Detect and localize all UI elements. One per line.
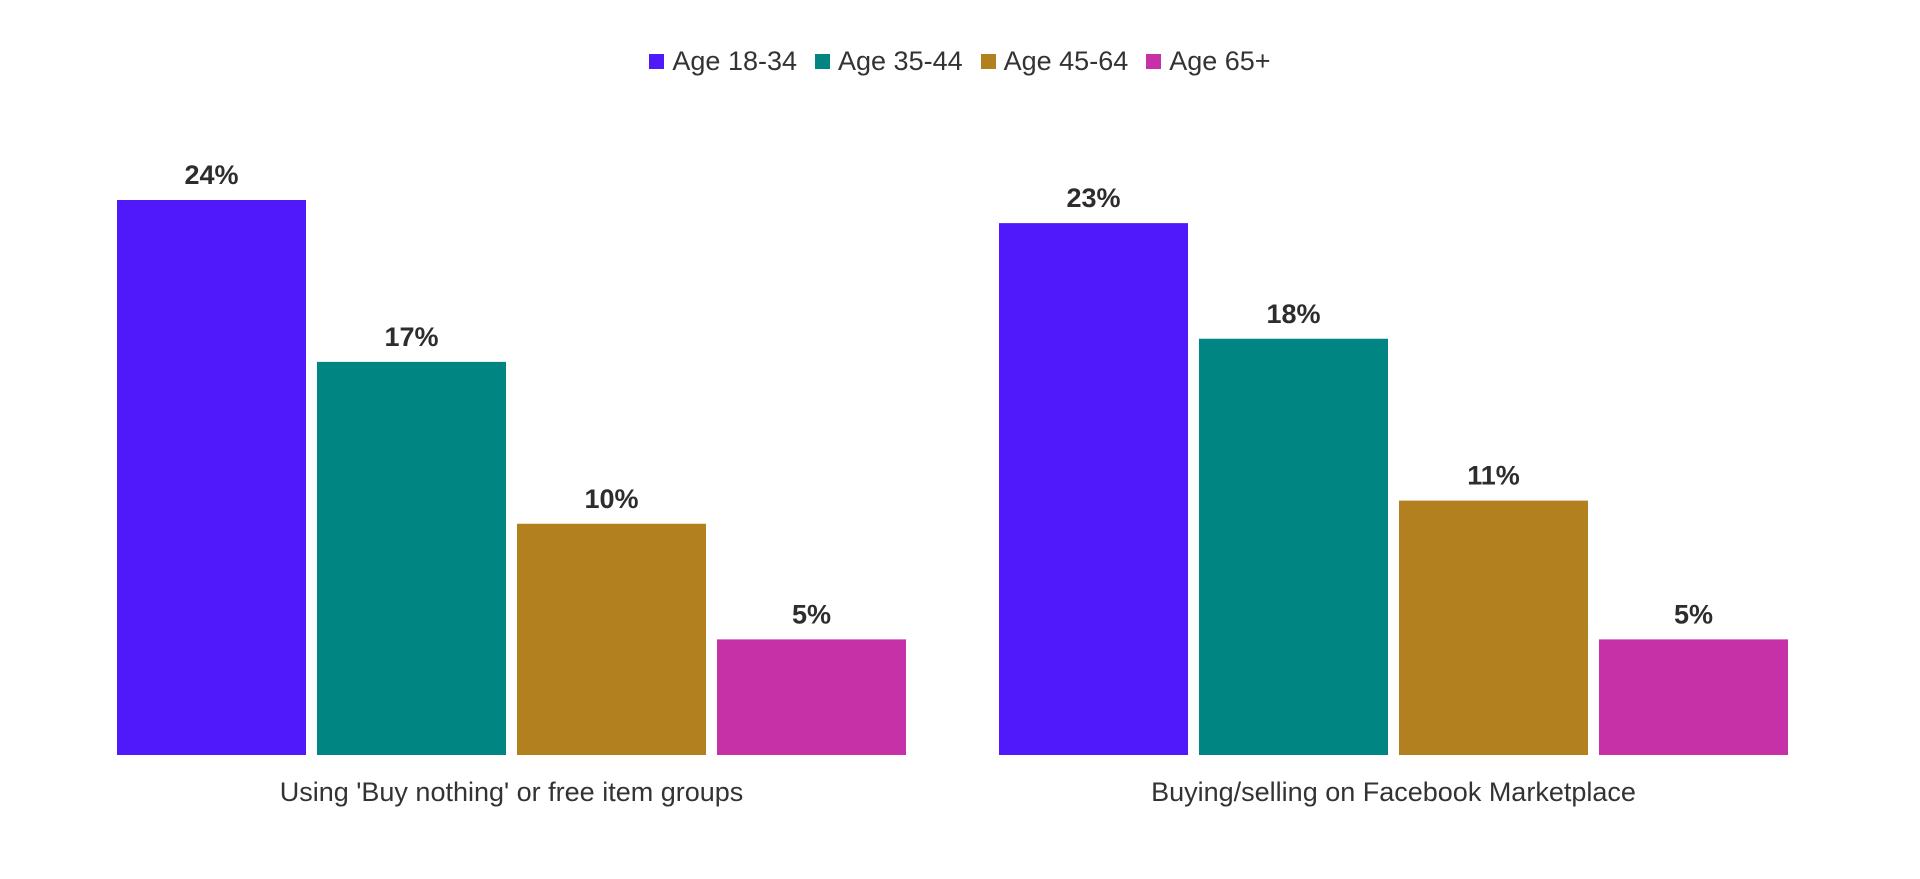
- bar-value-label: 24%: [184, 160, 238, 190]
- legend-item: Age 18-34: [649, 46, 797, 77]
- bar-value-label: 17%: [384, 322, 438, 352]
- legend-item: Age 35-44: [815, 46, 963, 77]
- legend-swatch: [649, 54, 665, 69]
- legend-label: Age 65+: [1169, 46, 1271, 76]
- bar-value-label: 5%: [792, 599, 831, 629]
- bar: [317, 361, 506, 755]
- legend-swatch: [815, 54, 831, 69]
- legend-item: Age 65+: [1146, 46, 1271, 77]
- category-label: Using 'Buy nothing' or free item groups: [280, 777, 744, 807]
- bar: [999, 223, 1188, 755]
- bar-value-label: 23%: [1066, 183, 1120, 213]
- bar-value-label: 11%: [1467, 461, 1520, 491]
- bar-value-label: 10%: [584, 484, 638, 514]
- legend-swatch: [1146, 54, 1162, 69]
- chart-legend: Age 18-34 Age 35-44 Age 45-64 Age 65+: [0, 46, 1920, 77]
- bar: [717, 639, 906, 755]
- bar: [1199, 338, 1388, 755]
- legend-label: Age 18-34: [672, 46, 798, 76]
- bar: [1399, 500, 1588, 755]
- bar-value-label: 5%: [1674, 599, 1713, 629]
- legend-item: Age 45-64: [980, 46, 1129, 77]
- category-label: Buying/selling on Facebook Marketplace: [1151, 777, 1636, 807]
- legend-label: Age 45-64: [1003, 46, 1129, 76]
- bar: [517, 523, 706, 755]
- legend-swatch: [980, 54, 996, 69]
- bar: [117, 200, 306, 755]
- bar: [1599, 639, 1788, 755]
- bar-value-label: 18%: [1266, 299, 1320, 329]
- legend-label: Age 35-44: [838, 46, 963, 76]
